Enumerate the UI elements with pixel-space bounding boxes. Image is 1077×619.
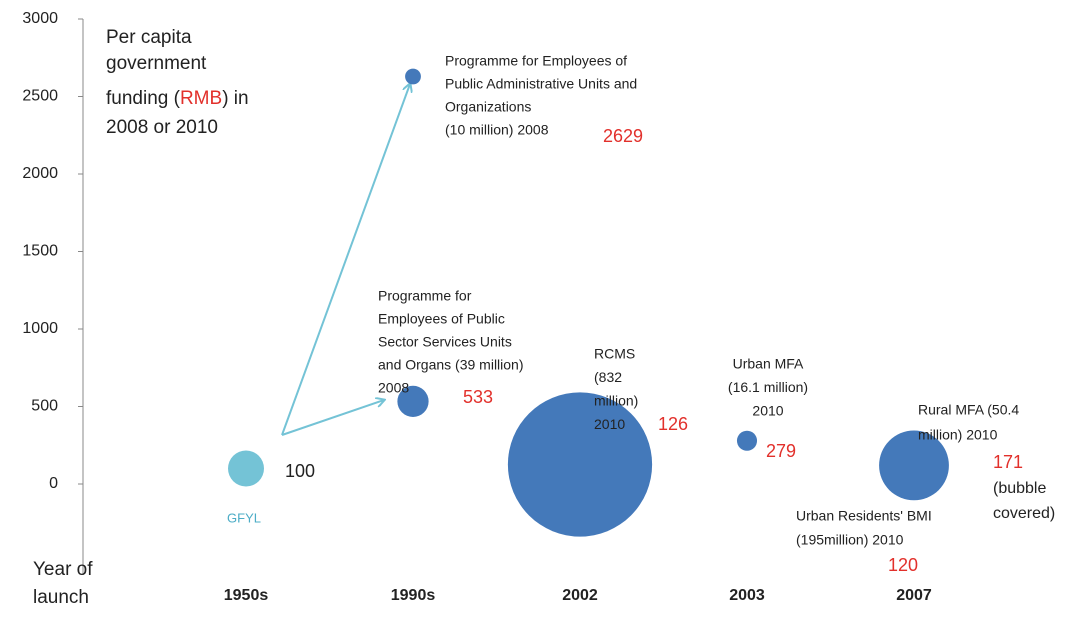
bubble-label: RCMS [594, 346, 635, 362]
y-title: 2008 or 2010 [106, 117, 218, 138]
y-tick-label: 0 [49, 475, 58, 492]
y-tick-label: 1500 [22, 243, 58, 260]
x-tick-label: 1950s [224, 587, 269, 604]
bubble-label: Urban Residents' BMI [796, 508, 932, 524]
y-title-part: ) in [222, 88, 248, 109]
bubble [507, 392, 653, 537]
x-tick-label: 2003 [729, 587, 765, 604]
bubble-label: Rural MFA (50.4 [918, 402, 1019, 418]
value-label: 126 [658, 414, 688, 434]
x-tick-label: 1990s [391, 587, 436, 604]
value-label: 171 [993, 452, 1023, 472]
bubble-label: Programme for [378, 288, 472, 304]
bubble [879, 430, 949, 501]
y-tick-label: 3000 [22, 10, 58, 27]
note: (bubble [993, 480, 1046, 497]
value-label: 100 [285, 461, 315, 481]
bubble-label: million) 2010 [918, 427, 998, 443]
value-label: 279 [766, 441, 796, 461]
bubble [405, 68, 421, 85]
bubble-label: (10 million) 2008 [445, 122, 549, 138]
y-title-part: funding ( [106, 88, 181, 109]
value-label: 120 [888, 555, 918, 575]
x-title: Year of [33, 559, 93, 580]
value-label: 533 [463, 387, 493, 407]
bubble [228, 450, 264, 487]
arrow [281, 84, 410, 436]
y-title: government [106, 53, 207, 74]
y-tick-label: 1000 [22, 320, 58, 337]
bubble-label: GFYL [227, 510, 261, 525]
note: covered) [993, 505, 1055, 522]
bubble-label: million) [594, 393, 638, 409]
y-title: funding (RMB) in [106, 88, 249, 109]
y-tick-label: 2500 [22, 88, 58, 105]
bubble-label: Organizations [445, 99, 531, 115]
bubble-label: (195million) 2010 [796, 532, 904, 548]
bubble-label: Urban MFA [733, 356, 804, 372]
y-title: Per capita [106, 27, 192, 48]
y-title-part: RMB [180, 88, 222, 109]
bubble-label: (832 [594, 369, 622, 385]
bubble-label: 2010 [594, 416, 625, 432]
bubble-label: (16.1 million) [728, 379, 808, 395]
x-tick-label: 2007 [896, 587, 932, 604]
y-tick-label: 2000 [22, 165, 58, 182]
bubble-label: 2010 [752, 403, 783, 419]
x-tick-label: 2002 [562, 587, 598, 604]
arrow [281, 400, 384, 436]
bubble [736, 430, 758, 451]
bubble-label: Employees of Public [378, 311, 505, 327]
y-tick-label: 500 [31, 398, 58, 415]
bubble-label: and Organs (39 million) [378, 357, 524, 373]
bubble-label: Sector Services Units [378, 334, 512, 350]
bubble-label: Public Administrative Units and [445, 76, 637, 92]
bubble-label: 2008 [378, 380, 409, 396]
bubble-label: Programme for Employees of [445, 53, 627, 69]
value-label: 2629 [603, 126, 643, 146]
bubble [397, 385, 429, 417]
x-title: launch [33, 587, 89, 608]
